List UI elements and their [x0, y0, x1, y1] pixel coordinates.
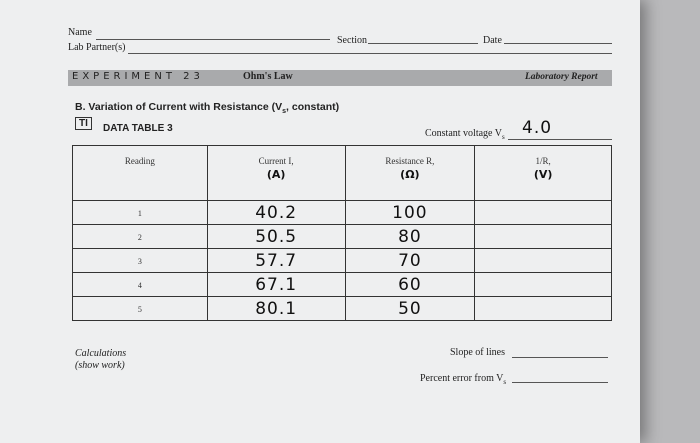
section-title: B. Variation of Current with Resistance …	[75, 101, 339, 115]
cell: 50.5	[206, 224, 346, 249]
slope-line	[512, 357, 608, 358]
column-unit: (V)	[533, 168, 553, 181]
handwritten-value: 50.5	[255, 226, 298, 247]
cell: 80.1	[206, 296, 346, 321]
worksheet: Name Section Date Lab Partner(s) EXPERIM…	[0, 0, 640, 443]
reading-number: 2	[137, 232, 142, 242]
column-header: Resistance R, (Ω)	[344, 145, 476, 201]
handwritten-value: 100	[392, 202, 428, 223]
name-label: Name	[68, 27, 92, 38]
constant-voltage-value: 4.0	[522, 118, 553, 138]
cell: 50	[344, 296, 476, 321]
cell: 4	[72, 272, 208, 297]
percent-error-label: Percent error from Vs	[420, 373, 506, 386]
cell: 3	[72, 248, 208, 273]
handwritten-value: 57.7	[255, 250, 298, 271]
pe-text: Percent error from V	[420, 373, 504, 384]
column-title: Reading	[124, 156, 155, 166]
cell	[474, 296, 612, 321]
table-icon: TI	[75, 117, 92, 130]
cell: 5	[72, 296, 208, 321]
partners-line	[128, 53, 612, 54]
reading-number: 1	[137, 208, 142, 218]
date-line	[504, 43, 612, 44]
column-title: Resistance R,	[385, 156, 435, 166]
data-table: Reading Current I, (A) Resistance R, (Ω) 1/R,…	[72, 145, 612, 321]
column-unit: (Ω)	[400, 168, 420, 181]
handwritten-value: 50	[398, 298, 422, 319]
constant-voltage-label: Constant voltage Vs	[425, 128, 505, 141]
handwritten-value: 40.2	[255, 202, 298, 223]
column-header: Reading	[72, 145, 208, 201]
name-line	[96, 39, 330, 40]
report-label: Laboratory Report	[525, 72, 598, 82]
experiment-title: Ohm's Law	[243, 71, 293, 82]
slope-label: Slope of lines	[450, 347, 505, 358]
cv-line	[508, 139, 612, 140]
cv-sub: s	[502, 133, 505, 141]
section-title-text: B. Variation of Current with Resistance …	[75, 101, 283, 113]
cell: 60	[344, 272, 476, 297]
section-title-rest: , constant)	[286, 101, 340, 113]
section-line	[368, 43, 478, 44]
cell	[474, 200, 612, 225]
column-header: Current I, (A)	[206, 145, 346, 201]
column-title: 1/R,	[535, 156, 551, 166]
handwritten-value: 80.1	[255, 298, 298, 319]
section-title-sub: s	[282, 108, 287, 116]
column-header: 1/R, (V)	[474, 145, 612, 201]
cell: 80	[344, 224, 476, 249]
handwritten-value: 70	[398, 250, 422, 271]
data-row: 5 80.1 50	[72, 296, 612, 321]
cell	[474, 224, 612, 249]
show-work-label: (show work)	[75, 360, 125, 371]
header-row: Reading Current I, (A) Resistance R, (Ω) 1/R,…	[72, 145, 612, 201]
data-row: 3 57.7 70	[72, 248, 612, 273]
column-unit: (A)	[266, 168, 286, 181]
lab-partners-label: Lab Partner(s)	[68, 42, 126, 53]
cell: 40.2	[206, 200, 346, 225]
cell: 57.7	[206, 248, 346, 273]
handwritten-value: 60	[398, 274, 422, 295]
pe-sub: s	[503, 378, 507, 386]
column-title: Current I,	[258, 156, 294, 166]
experiment-number: EXPERIMENT 23	[72, 71, 204, 82]
banner	[68, 70, 612, 86]
date-label: Date	[483, 35, 502, 46]
reading-number: 3	[137, 256, 142, 266]
cell: 1	[72, 200, 208, 225]
handwritten-value: 80	[398, 226, 422, 247]
percent-line	[512, 382, 608, 383]
data-row: 2 50.5 80	[72, 224, 612, 249]
section-label: Section	[337, 35, 367, 46]
cell: 67.1	[206, 272, 346, 297]
cell: 100	[344, 200, 476, 225]
reading-number: 5	[137, 304, 142, 314]
cv-text: Constant voltage V	[425, 128, 503, 139]
data-row: 4 67.1 60	[72, 272, 612, 297]
handwritten-value: 67.1	[255, 274, 298, 295]
data-row: 1 40.2 100	[72, 200, 612, 225]
cell: 70	[344, 248, 476, 273]
cell	[474, 248, 612, 273]
cell	[474, 272, 612, 297]
cell: 2	[72, 224, 208, 249]
table-label: DATA TABLE 3	[103, 123, 173, 134]
reading-number: 4	[137, 280, 142, 290]
calculations-label: Calculations	[75, 348, 127, 359]
